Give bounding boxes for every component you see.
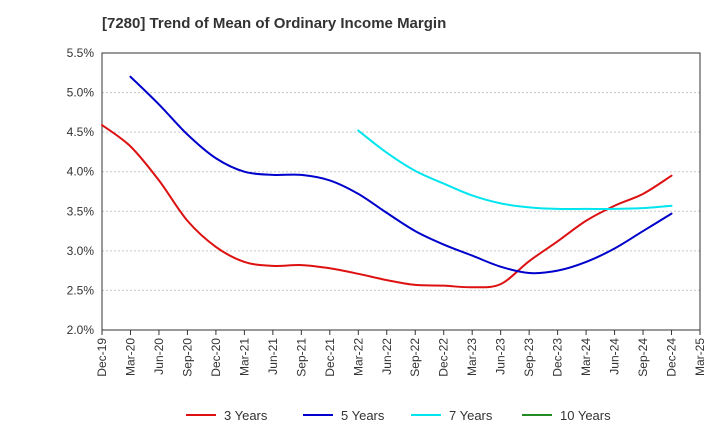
y-tick-label: 4.5%: [67, 125, 95, 139]
x-tick-label: Dec-23: [551, 338, 565, 377]
y-tick-label: 5.0%: [67, 86, 95, 100]
x-tick-label: Sep-20: [180, 338, 194, 377]
y-tick-label: 3.0%: [67, 244, 95, 258]
y-tick-label: 5.5%: [67, 46, 95, 60]
legend-label-3-years: 3 Years: [224, 408, 268, 423]
x-tick-label: Mar-22: [351, 338, 365, 376]
x-tick-label: Dec-20: [209, 338, 223, 377]
x-tick-label: Dec-24: [665, 338, 679, 377]
x-tick-label: Dec-22: [437, 338, 451, 377]
legend-label-7-years: 7 Years: [449, 408, 493, 423]
series-line-7-years: [357, 129, 673, 211]
y-tick-label: 2.5%: [67, 283, 95, 297]
x-tick-label: Dec-21: [323, 338, 337, 377]
series-line-3-years: [101, 124, 673, 289]
chart-title: [7280] Trend of Mean of Ordinary Income …: [102, 15, 447, 32]
x-tick-label: Jun-21: [266, 338, 280, 375]
x-tick-label: Jun-22: [380, 338, 394, 375]
series-layer: [101, 75, 673, 289]
x-tick-label: Jun-24: [608, 338, 622, 375]
x-tick-label: Jun-20: [152, 338, 166, 375]
x-tick-label: Mar-24: [579, 338, 593, 376]
series-line-5-years: [129, 75, 673, 275]
x-tick-label: Sep-24: [636, 338, 650, 377]
plot-border: [101, 52, 701, 331]
x-tick-label: Sep-22: [408, 338, 422, 377]
x-tick-label: Mar-23: [465, 338, 479, 376]
x-tick-label: Sep-21: [294, 338, 308, 377]
x-tick-label: Mar-25: [693, 338, 707, 376]
y-tick-label: 2.0%: [67, 323, 95, 337]
legend-label-5-years: 5 Years: [341, 408, 385, 423]
legend-label-10-years: 10 Years: [560, 408, 611, 423]
x-tick-label: Sep-23: [522, 338, 536, 377]
y-tick-label: 4.0%: [67, 165, 95, 179]
grid-layer: [102, 92, 700, 291]
x-tick-label: Mar-20: [123, 338, 137, 376]
y-tick-label: 3.5%: [67, 204, 95, 218]
x-tick-label: Mar-21: [237, 338, 251, 376]
axis-layer: 2.0% 2.5% 3.0% 3.5% 4.0% 4.5% 5.0% 5.5% Dec-19 Ma…: [67, 46, 707, 377]
x-tick-label: Dec-19: [95, 338, 109, 377]
x-tick-label: Jun-23: [494, 338, 508, 375]
legend-layer: 3 Years 5 Years 7 Years 10 Years: [186, 408, 611, 423]
